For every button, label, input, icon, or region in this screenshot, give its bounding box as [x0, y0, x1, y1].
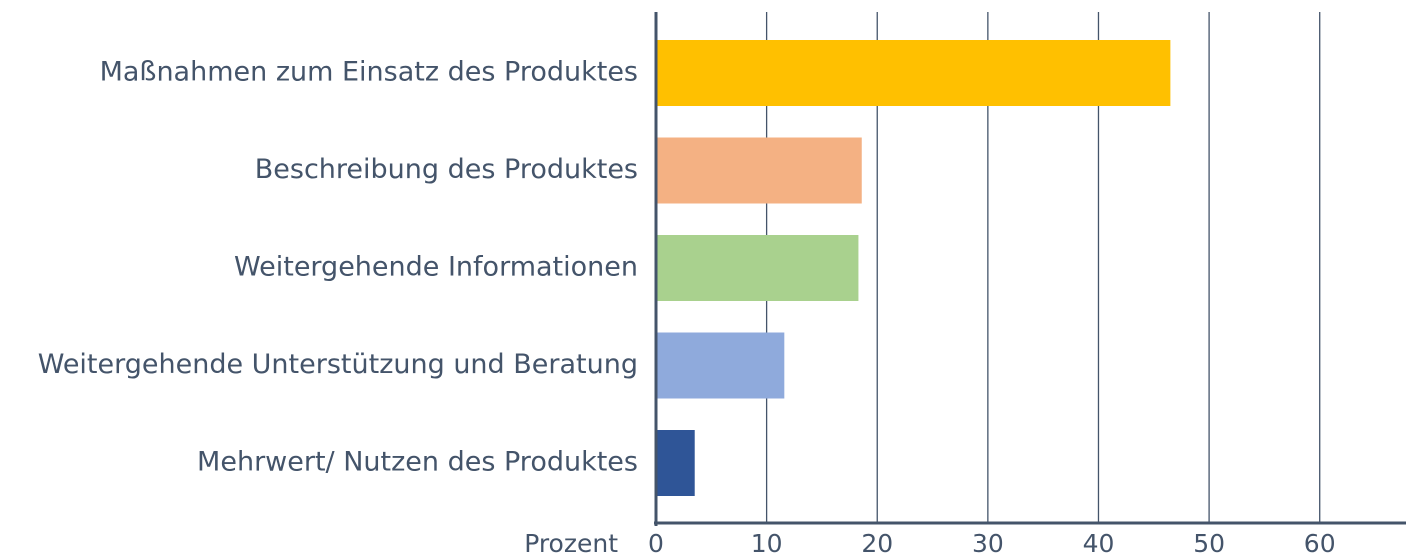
bar — [656, 332, 785, 399]
y-tick-label: Weitergehende Unterstützung und Beratung — [38, 349, 638, 380]
x-tick-label: 20 — [861, 529, 893, 555]
y-tick-label: Beschreibung des Produktes — [255, 154, 638, 185]
bar — [656, 430, 695, 496]
bar — [656, 137, 862, 204]
x-tick-label: 10 — [751, 529, 783, 555]
bar — [656, 235, 859, 301]
x-tick-label: 50 — [1193, 529, 1225, 555]
y-tick-label: Weitergehende Informationen — [234, 252, 638, 283]
y-tick-label: Mehrwert/ Nutzen des Produktes — [197, 447, 638, 478]
x-tick-label: 60 — [1304, 529, 1336, 555]
x-tick-label: 30 — [972, 529, 1004, 555]
y-tick-label: Maßnahmen zum Einsatz des Produktes — [100, 57, 638, 88]
x-tick-label: 40 — [1083, 529, 1115, 555]
bar — [656, 40, 1171, 106]
x-tick-label: 0 — [648, 529, 664, 555]
x-axis-label: Prozent — [524, 529, 618, 555]
